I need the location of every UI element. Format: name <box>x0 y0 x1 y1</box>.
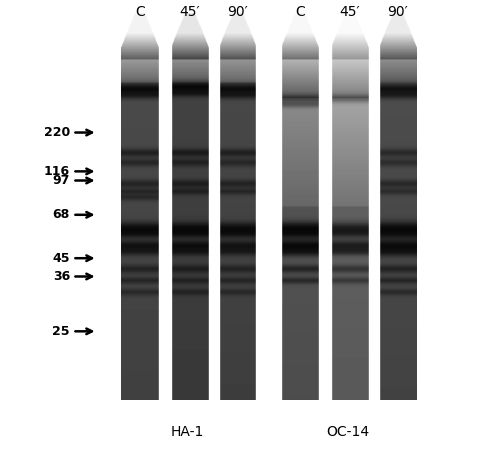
Text: C: C <box>135 5 145 19</box>
Text: 90′: 90′ <box>387 5 408 19</box>
Text: 116: 116 <box>44 165 70 178</box>
Text: 36: 36 <box>52 270 70 283</box>
Text: C: C <box>295 5 305 19</box>
Text: 45′: 45′ <box>340 5 360 19</box>
Text: 25: 25 <box>52 325 70 338</box>
Text: HA-1: HA-1 <box>171 425 204 439</box>
Text: OC-14: OC-14 <box>326 425 369 439</box>
Text: 45: 45 <box>52 252 70 265</box>
Text: 45′: 45′ <box>180 5 201 19</box>
Text: 97: 97 <box>52 174 70 187</box>
Text: 68: 68 <box>52 208 70 221</box>
Text: 220: 220 <box>44 126 70 139</box>
Text: 90′: 90′ <box>227 5 248 19</box>
